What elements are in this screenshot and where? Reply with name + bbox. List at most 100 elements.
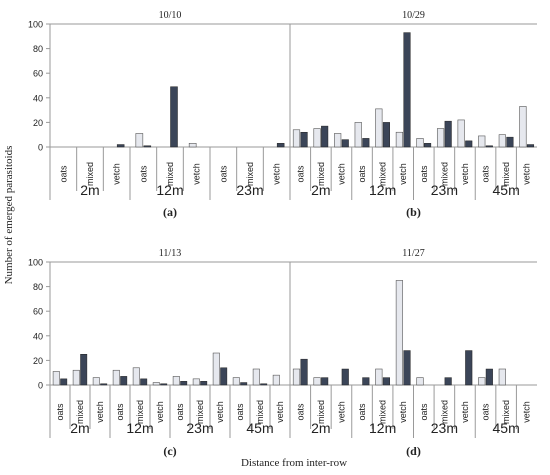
bar-light xyxy=(498,134,506,148)
bar-dark xyxy=(170,86,178,148)
bar-dark xyxy=(403,350,411,386)
panel-a: 0 20 40 60 80 100 10/10 oats mixed vetch 2m oats mix… xyxy=(28,10,290,219)
panel-letter: (a) xyxy=(163,205,177,219)
bar-dark xyxy=(300,358,308,386)
bar-light xyxy=(252,368,260,386)
bar-light xyxy=(395,131,404,148)
bar-dark xyxy=(160,383,168,386)
bar-dark xyxy=(140,378,148,386)
bar-light xyxy=(375,108,383,148)
category-label: oats xyxy=(175,403,185,421)
bar-light xyxy=(188,143,197,148)
bar-dark xyxy=(444,377,452,386)
bar-light xyxy=(212,352,220,386)
bar-light xyxy=(519,106,527,148)
category-label: mixed xyxy=(195,400,205,424)
bar-light xyxy=(152,382,160,386)
category-label: oats xyxy=(481,403,491,421)
bar-dark xyxy=(403,32,411,148)
category-label: vetch xyxy=(192,163,202,185)
category-label: oats xyxy=(115,403,125,421)
bar-dark xyxy=(276,143,285,148)
y-tick-label: 60 xyxy=(33,69,43,79)
group-label: 23m xyxy=(236,182,263,198)
category-label: oats xyxy=(419,165,429,183)
bar-light xyxy=(498,368,506,386)
bar-dark xyxy=(382,122,390,148)
bar-light xyxy=(416,377,424,386)
panel-letter: (b) xyxy=(406,205,421,219)
category-label: vetch xyxy=(336,163,346,185)
bar-dark xyxy=(485,145,493,148)
bar-light xyxy=(112,369,120,386)
bar-light xyxy=(292,368,301,386)
panel-title: 11/13 xyxy=(159,248,181,259)
bar-dark xyxy=(260,383,268,386)
y-tick-label: 0 xyxy=(38,143,43,153)
group-label: 2m xyxy=(80,182,99,198)
category-label: vetch xyxy=(336,401,346,423)
category-label: mixed xyxy=(75,400,85,424)
bar-light xyxy=(313,377,321,386)
group-label: 12m xyxy=(369,420,396,436)
bar-dark xyxy=(200,381,208,386)
group-label: 2m xyxy=(311,182,330,198)
category-label: mixed xyxy=(245,162,255,186)
category-label: vetch xyxy=(155,401,165,423)
bar-dark xyxy=(506,136,514,148)
category-label: mixed xyxy=(85,162,95,186)
panel-title: 11/27 xyxy=(402,248,424,259)
category-label: vetch xyxy=(460,163,470,185)
panel-letter: (c) xyxy=(163,444,176,458)
bar-light xyxy=(416,138,424,148)
bar-light xyxy=(313,128,321,148)
bar-dark xyxy=(444,120,452,148)
category-label: mixed xyxy=(165,162,175,186)
category-label: vetch xyxy=(522,401,532,423)
bar-dark xyxy=(465,140,473,148)
bar-light xyxy=(232,377,240,386)
category-label: vetch xyxy=(275,401,285,423)
category-label: vetch xyxy=(398,163,408,185)
bar-light xyxy=(334,133,342,148)
bar-light xyxy=(72,369,80,386)
y-tick-label: 40 xyxy=(33,93,43,103)
bar-light xyxy=(436,128,445,148)
category-label: oats xyxy=(357,165,367,183)
bar-dark xyxy=(362,377,370,386)
group-label: 2m xyxy=(70,420,89,436)
category-label: oats xyxy=(55,403,65,421)
category-label: vetch xyxy=(112,163,122,185)
bar-dark xyxy=(80,354,88,386)
category-label: vetch xyxy=(215,401,225,423)
category-label: mixed xyxy=(316,400,326,424)
group-label: 23m xyxy=(431,420,458,436)
bar-light xyxy=(395,280,404,386)
bar-dark xyxy=(526,144,535,148)
category-label: vetch xyxy=(95,401,105,423)
category-label: vetch xyxy=(522,163,532,185)
group-label: 45m xyxy=(493,182,520,198)
bar-dark xyxy=(100,383,108,386)
bar-light xyxy=(172,376,180,386)
bar-dark xyxy=(180,381,188,386)
group-label: 45m xyxy=(493,420,520,436)
bar-light xyxy=(272,374,280,386)
group-label: 23m xyxy=(186,420,213,436)
bar-dark xyxy=(300,131,308,148)
category-label: oats xyxy=(295,165,305,183)
category-label: vetch xyxy=(272,163,282,185)
bar-dark xyxy=(382,377,390,386)
group-2m: oats mixed vetch 2m xyxy=(292,358,349,436)
bar-dark xyxy=(424,143,432,148)
x-axis-label: Distance from inter-row xyxy=(241,457,347,469)
